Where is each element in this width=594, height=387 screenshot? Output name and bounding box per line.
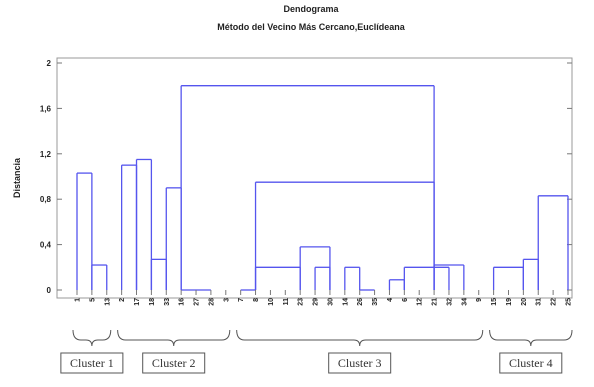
cluster-label-box [499, 352, 563, 374]
leaf-label: 9 [476, 298, 483, 302]
leaf-label: 8 [253, 298, 260, 302]
leaf-label: 3 [223, 298, 230, 302]
leaf-label: 5 [89, 298, 96, 302]
leaf-label: 19 [506, 298, 513, 306]
leaf-label: 7 [238, 298, 245, 302]
leaf-label: 33 [164, 298, 171, 306]
leaf-label: 11 [283, 298, 290, 306]
cluster-brace [489, 329, 573, 347]
leaf-label: 31 [536, 298, 543, 306]
leaf-label: 6 [402, 298, 409, 302]
cluster-label: Cluster 4 [509, 356, 553, 370]
leaf-label: 23 [298, 298, 305, 306]
leaf-label: 4 [387, 298, 394, 302]
leaf-label: 12 [417, 298, 424, 306]
leaf-label: 22 [551, 298, 558, 306]
leaf-label: 1 [75, 298, 82, 302]
y-tick-label: 1,2 [40, 150, 52, 159]
y-tick-label: 0,8 [40, 195, 52, 204]
leaf-label: 28 [208, 298, 215, 306]
leaf-label: 13 [104, 298, 111, 306]
chart-title: Dendograma [283, 4, 339, 14]
leaf-label: 34 [461, 298, 468, 306]
leaf-label: 29 [313, 298, 320, 306]
leaf-label: 14 [342, 298, 349, 306]
y-tick-label: 2 [47, 59, 52, 68]
cluster-brace [117, 329, 231, 347]
dendrogram-links [76, 85, 569, 291]
leaf-label: 25 [566, 298, 573, 306]
cluster-groups: Cluster 1 Cluster 2 Cluster 3 Cluster 4 [60, 329, 573, 374]
y-tick-label: 0,4 [40, 241, 52, 250]
cluster-brace [72, 329, 112, 347]
leaf-label: 21 [432, 298, 439, 306]
leaf-label: 2 [119, 298, 126, 302]
leaf-label: 17 [134, 298, 141, 306]
leaf-label: 30 [327, 298, 334, 306]
cluster-brace [236, 329, 484, 347]
chart-subtitle: Método del Vecino Más Cercano,Euclídeana [217, 22, 406, 32]
cluster-label-box [328, 352, 392, 374]
cluster-label: Cluster 2 [152, 356, 196, 370]
y-tick-label: 1,6 [40, 104, 52, 113]
leaf-label: 27 [194, 298, 201, 306]
leaf-label: 10 [268, 298, 275, 306]
leaf-label: 15 [491, 298, 498, 306]
cluster-label: Cluster 1 [70, 356, 114, 370]
leaf-label: 20 [521, 298, 528, 306]
cluster-label-box [142, 352, 206, 374]
y-tick-label: 0 [47, 286, 52, 295]
leaf-label: 32 [446, 298, 453, 306]
cluster-label: Cluster 3 [338, 356, 382, 370]
leaf-label: 26 [357, 298, 364, 306]
leaf-label: 16 [179, 298, 186, 306]
y-axis-label: Distancia [12, 157, 22, 198]
y-axis: 0 0,4 0,8 1,2 1,6 2 [40, 59, 572, 295]
leaf-labels: 1 5 13 2 17 18 33 16 27 28 3 7 8 10 11 23 29 30 14 26 35 4 6 12… [75, 290, 573, 306]
leaf-label: 35 [372, 298, 379, 306]
leaf-label: 18 [149, 298, 156, 306]
cluster-label-box [60, 352, 124, 374]
plot-frame [56, 57, 573, 299]
